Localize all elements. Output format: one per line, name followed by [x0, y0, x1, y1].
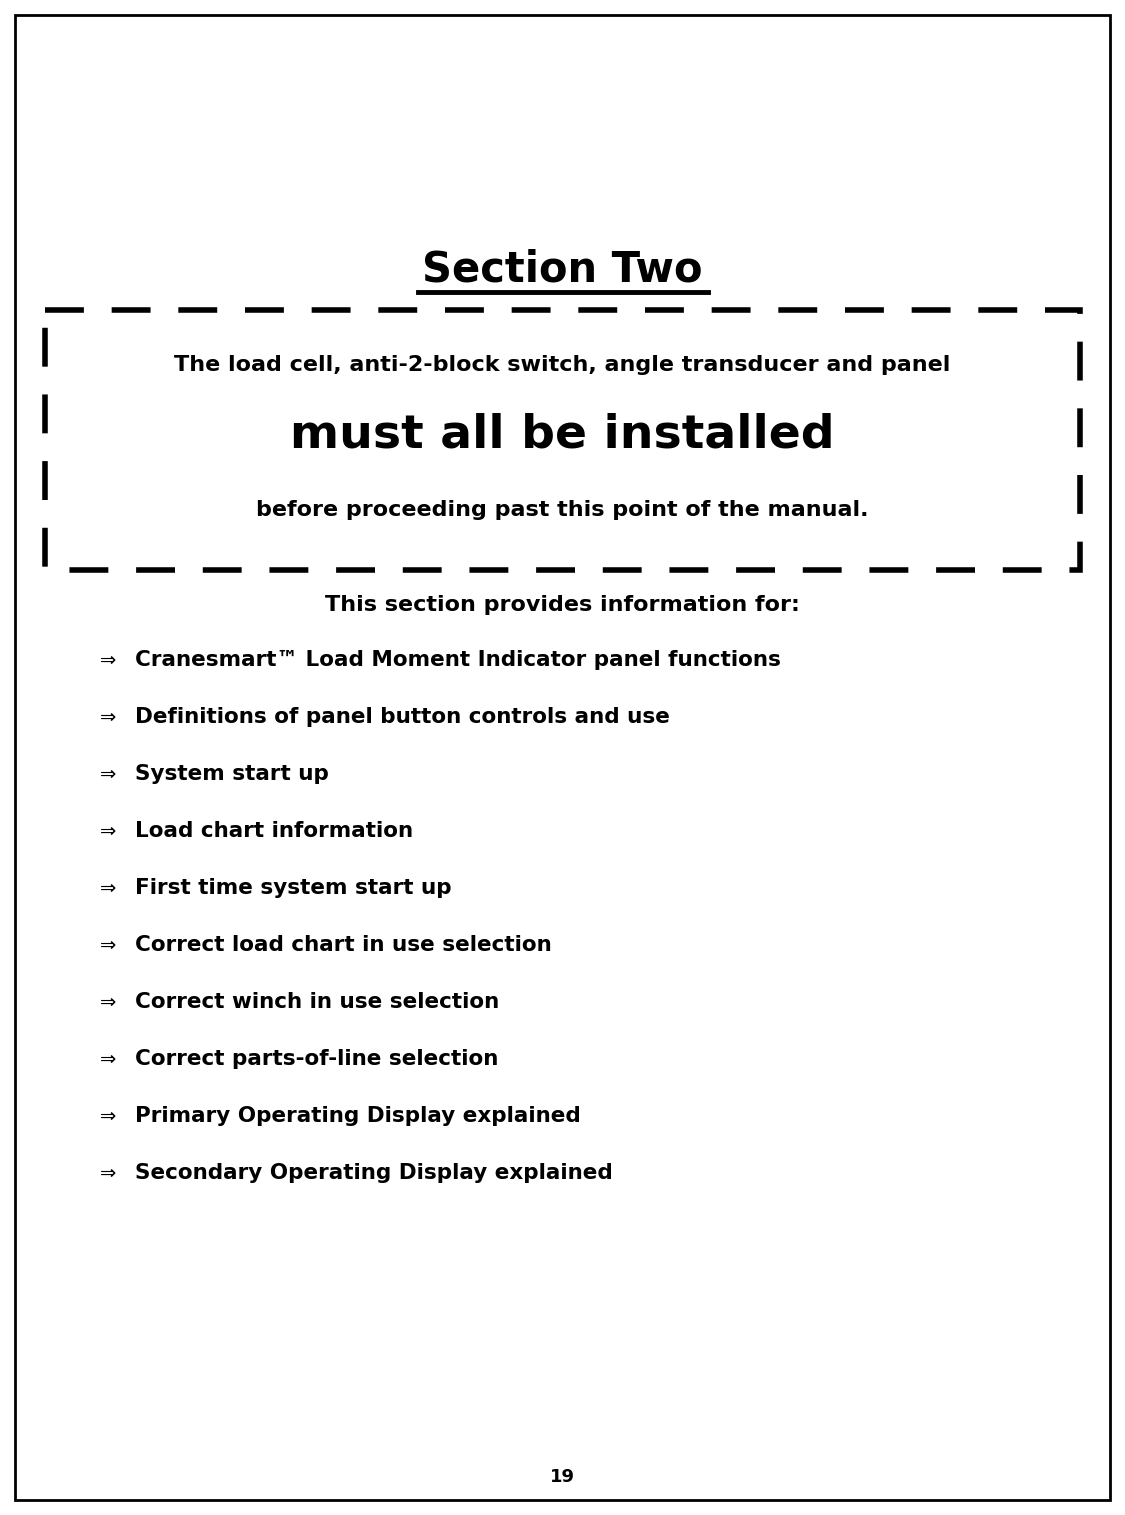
Text: Primary Operating Display explained: Primary Operating Display explained [135, 1106, 580, 1126]
Text: ⇒: ⇒ [100, 879, 116, 897]
Text: ⇒: ⇒ [100, 1164, 116, 1183]
Text: Cranesmart™ Load Moment Indicator panel functions: Cranesmart™ Load Moment Indicator panel … [135, 650, 781, 670]
Text: ⇒: ⇒ [100, 992, 116, 1012]
Text: Definitions of panel button controls and use: Definitions of panel button controls and… [135, 708, 669, 727]
Text: must all be installed: must all be installed [290, 412, 835, 458]
Text: Load chart information: Load chart information [135, 821, 413, 841]
Text: This section provides information for:: This section provides information for: [325, 595, 800, 615]
Text: Correct parts-of-line selection: Correct parts-of-line selection [135, 1048, 498, 1070]
Text: ⇒: ⇒ [100, 935, 116, 954]
Text: 19: 19 [550, 1468, 575, 1486]
Text: ⇒: ⇒ [100, 765, 116, 783]
Text: ⇒: ⇒ [100, 1050, 116, 1068]
Text: ⇒: ⇒ [100, 650, 116, 670]
Text: Correct load chart in use selection: Correct load chart in use selection [135, 935, 551, 954]
Text: Section Two: Section Two [422, 248, 703, 291]
Text: ⇒: ⇒ [100, 1106, 116, 1126]
Bar [45, 311, 1080, 570]
Text: ⇒: ⇒ [100, 821, 116, 841]
Text: Secondary Operating Display explained: Secondary Operating Display explained [135, 1164, 613, 1183]
Text: The load cell, anti-2-block switch, angle transducer and panel: The load cell, anti-2-block switch, angl… [174, 355, 951, 376]
Text: ⇒: ⇒ [100, 708, 116, 727]
Text: Correct winch in use selection: Correct winch in use selection [135, 992, 500, 1012]
Text: First time system start up: First time system start up [135, 879, 451, 898]
Text: before proceeding past this point of the manual.: before proceeding past this point of the… [256, 500, 868, 520]
Text: System start up: System start up [135, 764, 328, 783]
